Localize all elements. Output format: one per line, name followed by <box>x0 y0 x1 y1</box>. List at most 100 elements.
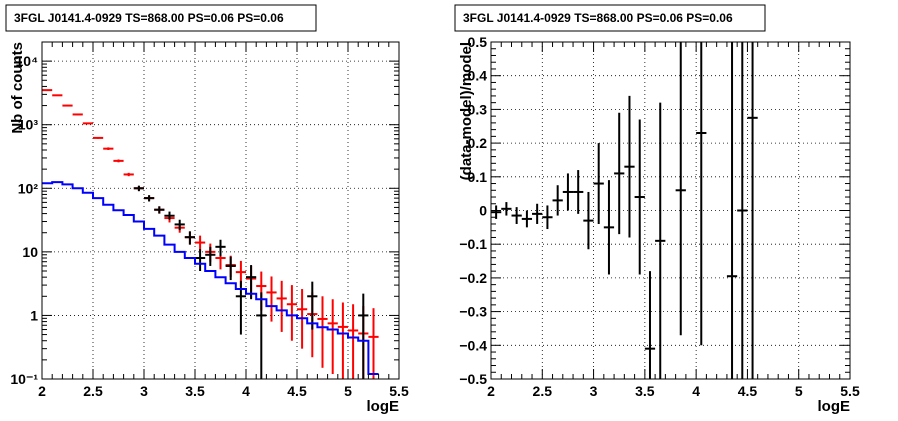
data-point <box>562 173 574 211</box>
x-tick-label: 4 <box>692 383 700 399</box>
x-tick-label: 2.5 <box>533 383 553 399</box>
data-point <box>726 42 738 379</box>
y-tick-label: −0.5 <box>459 371 487 387</box>
x-tick-label: 5 <box>344 383 352 399</box>
data-point <box>348 304 359 379</box>
y-tick-label: 10³ <box>18 117 39 133</box>
data-point <box>82 122 93 125</box>
residuals-y-axis-title: (data-model)/model <box>458 42 475 180</box>
y-tick-label: 0 <box>479 203 487 219</box>
y-tick-label: −0.2 <box>459 270 487 286</box>
residuals-title: 3FGL J0141.4-0929 TS=868.00 PS=0.06 PS=0… <box>463 11 733 25</box>
data-point <box>737 42 748 379</box>
x-tick-label: 4 <box>242 383 250 399</box>
y-tick-label: −0.4 <box>459 337 487 353</box>
data-point <box>573 170 584 214</box>
data-point <box>655 102 666 379</box>
x-tick-label: 5 <box>795 383 803 399</box>
data-point <box>307 281 318 330</box>
x-tick-label: 5.5 <box>840 383 860 399</box>
x-tick-label: 4.5 <box>287 383 307 399</box>
data-point <box>225 256 236 281</box>
y-tick-label: 0.1 <box>468 169 488 185</box>
data-point <box>286 285 297 341</box>
y-tick-label: 0.3 <box>468 101 488 117</box>
data-point <box>276 280 287 332</box>
residuals-x-axis-title: logE <box>818 398 851 415</box>
x-tick-label: 2 <box>487 383 495 399</box>
data-point <box>174 219 185 231</box>
y-tick-label: −0.3 <box>459 304 487 320</box>
data-point <box>614 112 625 235</box>
data-point <box>501 202 512 216</box>
data-point <box>337 302 348 379</box>
data-point <box>62 104 73 107</box>
data-point <box>256 292 267 379</box>
data-point <box>603 180 615 275</box>
y-tick-label: 0.2 <box>468 135 488 151</box>
residuals-title-box <box>454 4 766 32</box>
data-point <box>154 206 165 214</box>
data-point <box>491 205 502 219</box>
counts-x-axis-title: logE <box>367 398 400 415</box>
x-tick-label: 3.5 <box>635 383 655 399</box>
data-point <box>624 95 635 238</box>
x-tick-label: 3 <box>140 383 148 399</box>
data-point <box>747 42 758 379</box>
x-tick-label: 4.5 <box>738 383 758 399</box>
y-tick-label: 10⁴ <box>16 53 39 69</box>
data-point <box>532 203 543 224</box>
data-point <box>42 89 53 92</box>
data-point <box>205 246 216 266</box>
data-point <box>317 296 328 368</box>
data-point <box>195 235 206 251</box>
y-tick-label: 10⁻¹ <box>10 371 38 387</box>
data-point <box>634 119 645 275</box>
y-tick-label: 10² <box>18 180 39 196</box>
y-tick-label: −0.1 <box>459 236 487 252</box>
data-point <box>195 249 206 271</box>
counts-panel: 2 2.5 3 3.5 4 4.5 5 5.5 10⁻¹ 1 10 10² 10³ 10⁴ Nb of c… <box>5 4 409 415</box>
data-point <box>215 239 226 257</box>
data-point <box>327 299 338 374</box>
counts-axes: 2 2.5 3 3.5 4 4.5 5 5.5 10⁻¹ 1 10 10² 10³ 10⁴ <box>10 41 409 399</box>
data-point <box>521 210 533 228</box>
x-tick-label: 2 <box>38 383 46 399</box>
data-point <box>164 211 175 220</box>
counts-plot-frame <box>41 41 400 380</box>
data-point <box>644 271 656 379</box>
x-tick-label: 3 <box>590 383 598 399</box>
y-tick-label: 0.4 <box>468 68 488 84</box>
data-point <box>696 42 707 346</box>
x-tick-label: 3.5 <box>185 383 205 399</box>
data-point <box>583 191 594 250</box>
data-point <box>552 185 563 216</box>
counts-title: 3FGL J0141.4-0929 TS=868.00 PS=0.06 PS=0… <box>14 11 284 25</box>
data-point <box>93 136 104 139</box>
data-point <box>144 195 155 202</box>
data-point <box>593 143 604 224</box>
data-point <box>103 147 114 151</box>
data-point <box>368 308 379 379</box>
data-point <box>266 276 277 322</box>
data-point <box>542 205 553 230</box>
y-tick-label: 10 <box>22 244 38 260</box>
data-point <box>113 159 124 163</box>
residuals-axes: 2 2.5 3 3.5 4 4.5 5 5.5 −0.5 −0.4 −0.3 −0.2 −0.1 0 0.1… <box>459 34 860 399</box>
counts-marks <box>42 89 379 379</box>
y-tick-label: 1 <box>30 307 38 323</box>
data-point <box>123 172 134 177</box>
data-point <box>675 42 686 336</box>
residuals-panel: 2 2.5 3 3.5 4 4.5 5 5.5 −0.5 −0.4 −0.3 −0.2 −0.1 0 0.1… <box>454 4 860 415</box>
data-point <box>52 94 63 97</box>
model-step-line <box>42 181 379 375</box>
data-point <box>511 207 522 224</box>
counts-title-box <box>5 4 317 32</box>
data-point <box>72 113 83 116</box>
residuals-marks <box>491 42 758 379</box>
x-tick-label: 2.5 <box>83 383 103 399</box>
data-point <box>184 231 195 245</box>
data-point <box>358 293 369 379</box>
y-tick-label: 0.5 <box>468 34 488 50</box>
